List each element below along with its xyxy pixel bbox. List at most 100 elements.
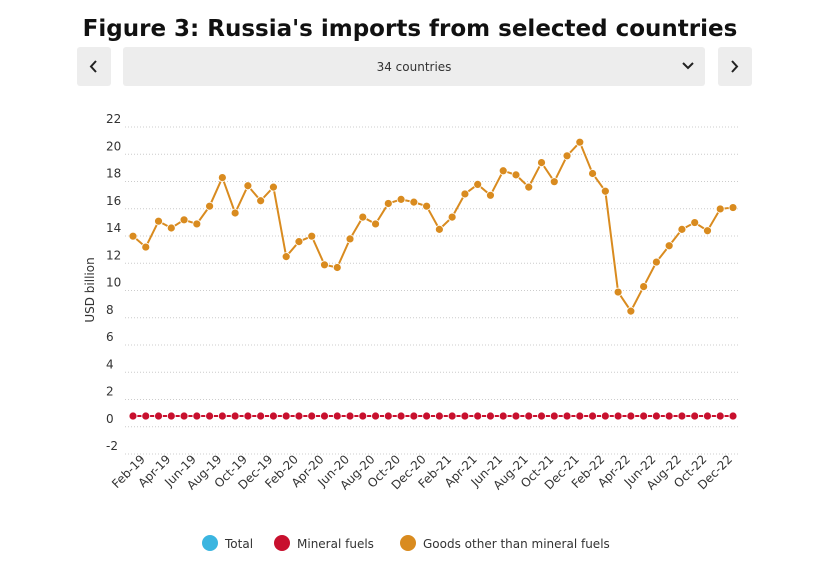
y-tick-label: 20 <box>106 139 121 153</box>
data-point <box>600 411 610 421</box>
data-point <box>728 203 738 212</box>
data-point <box>703 411 712 421</box>
data-point <box>434 411 444 421</box>
y-axis-title: USD billion <box>83 257 97 322</box>
data-point <box>422 411 432 421</box>
data-point <box>345 234 355 244</box>
data-point <box>243 411 253 421</box>
data-point <box>332 411 342 421</box>
y-tick-label: 12 <box>106 248 121 262</box>
y-tick-label: 2 <box>106 385 114 399</box>
data-point <box>230 411 240 421</box>
data-point <box>715 204 725 214</box>
data-point <box>664 411 674 421</box>
country-dropdown[interactable]: 34 countries <box>123 47 705 86</box>
data-point <box>383 411 393 421</box>
data-point <box>588 411 597 421</box>
next-button[interactable] <box>718 47 752 86</box>
data-point <box>128 231 138 241</box>
data-point <box>307 411 317 421</box>
data-point <box>358 411 368 421</box>
data-point <box>434 224 444 234</box>
data-point <box>613 287 623 297</box>
legend-swatch <box>274 535 290 551</box>
legend-swatch <box>202 535 218 551</box>
y-tick-label: 18 <box>106 167 121 181</box>
legend-label: Total <box>224 537 253 551</box>
data-point <box>371 411 380 421</box>
data-point <box>588 169 597 178</box>
data-point <box>524 411 534 421</box>
data-point <box>537 158 546 168</box>
data-point <box>217 173 227 182</box>
legend-swatch <box>400 535 416 551</box>
data-point <box>217 411 227 421</box>
chart-title: Figure 3: Russia's imports from selected… <box>83 16 738 42</box>
data-point <box>690 218 700 227</box>
data-point <box>154 411 163 421</box>
data-point <box>537 411 546 421</box>
data-point <box>575 411 585 421</box>
data-point <box>281 411 291 421</box>
data-point <box>332 263 342 272</box>
data-point <box>281 252 291 262</box>
data-point <box>396 411 406 421</box>
data-point <box>498 166 508 176</box>
data-point <box>141 411 151 421</box>
data-point <box>639 411 649 421</box>
data-point <box>703 226 712 236</box>
legend-label: Goods other than mineral fuels <box>423 537 610 551</box>
y-tick-label: 16 <box>106 194 121 208</box>
data-point <box>320 411 329 421</box>
data-point <box>639 282 649 291</box>
y-tick-label: 22 <box>106 112 121 126</box>
data-point <box>205 411 214 421</box>
data-point <box>141 242 151 252</box>
data-point <box>486 411 495 421</box>
data-point <box>256 411 266 421</box>
data-point <box>128 411 138 421</box>
data-point <box>269 182 278 192</box>
data-point <box>652 257 661 267</box>
data-point <box>473 179 483 189</box>
data-point <box>511 170 521 180</box>
data-point <box>715 411 725 421</box>
data-point <box>460 189 470 199</box>
data-point <box>511 411 521 421</box>
data-point <box>179 411 189 421</box>
data-point <box>460 411 470 421</box>
data-point <box>294 237 304 247</box>
data-point <box>562 151 572 161</box>
data-point <box>549 177 559 187</box>
dropdown-label: 34 countries <box>377 60 452 74</box>
data-point <box>192 411 202 421</box>
y-tick-label: 8 <box>106 303 114 317</box>
y-tick-label: 6 <box>106 330 114 344</box>
data-point <box>230 208 240 218</box>
data-point <box>166 411 176 421</box>
data-point <box>677 411 687 421</box>
data-point <box>677 224 687 234</box>
data-point <box>307 231 317 241</box>
data-point <box>154 216 163 226</box>
data-point <box>409 411 419 421</box>
data-point <box>690 411 700 421</box>
data-point <box>575 137 585 147</box>
data-point <box>498 411 508 421</box>
data-point <box>626 411 636 421</box>
data-point <box>562 411 572 421</box>
y-tick-label: 10 <box>106 276 121 290</box>
data-point <box>473 411 483 421</box>
y-tick-label: 4 <box>106 357 114 371</box>
series-line <box>132 140 734 314</box>
y-tick-label: 14 <box>106 221 121 235</box>
data-point <box>396 194 406 204</box>
prev-button[interactable] <box>77 47 111 86</box>
data-point <box>320 260 329 270</box>
data-point <box>192 219 202 229</box>
data-point <box>243 181 253 191</box>
data-point <box>549 411 559 421</box>
data-point <box>294 411 304 421</box>
y-tick-label: 0 <box>106 412 114 426</box>
